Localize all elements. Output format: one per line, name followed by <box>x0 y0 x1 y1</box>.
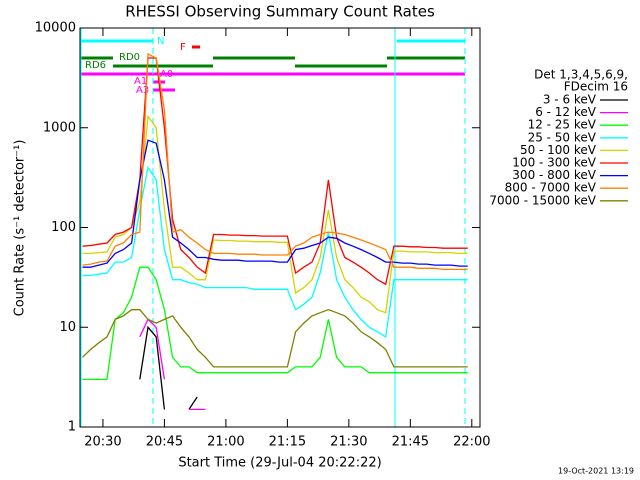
series-line <box>82 114 468 314</box>
y-tick-label: 1000 <box>43 120 76 135</box>
x-tick-label: 21:45 <box>392 435 429 450</box>
legend-label: 3 - 6 keV <box>543 93 597 107</box>
legend-label: 100 - 300 keV <box>512 156 596 170</box>
chart-title: RHESSI Observing Summary Count Rates <box>125 3 435 21</box>
legend-label: 25 - 50 keV <box>528 130 597 144</box>
legend-label: 7000 - 15000 keV <box>489 193 596 207</box>
legend-label: 800 - 7000 keV <box>505 181 597 195</box>
series-line <box>82 309 468 368</box>
y-axis-label: Count Rate (s⁻¹ detector⁻¹) <box>13 140 28 317</box>
series-line <box>82 139 468 268</box>
legend-label: 300 - 800 keV <box>512 168 596 182</box>
annotation: N <box>157 36 164 47</box>
legend-header: FDecim 16 <box>564 80 628 94</box>
x-tick-label: 22:00 <box>453 435 490 450</box>
y-tick-label: 10000 <box>35 21 76 36</box>
annotation: A3 <box>136 85 149 96</box>
timestamp: 19-Oct-2021 13:19 <box>558 467 634 476</box>
annotation: RD6 <box>85 60 106 71</box>
series-line <box>82 266 468 381</box>
annotation: F <box>180 42 186 53</box>
x-tick-label: 20:45 <box>146 435 183 450</box>
legend-label: 50 - 100 keV <box>520 143 597 157</box>
legend-header: Det 1,3,4,5,6,9, <box>534 68 628 82</box>
series-line <box>82 165 468 338</box>
y-tick-label: 100 <box>51 220 76 235</box>
y-tick-label: 10 <box>59 320 76 335</box>
y-tick-label: 1 <box>68 420 76 435</box>
annotation: A0 <box>160 69 173 80</box>
x-tick-label: 21:15 <box>269 435 306 450</box>
series-line <box>82 52 468 271</box>
x-axis-label: Start Time (29-Jul-04 20:22:22) <box>178 456 381 471</box>
annotation: RD0 <box>119 52 140 63</box>
annotation: A1 <box>134 76 147 87</box>
x-tick-label: 21:30 <box>330 435 367 450</box>
legend-label: 12 - 25 keV <box>528 118 597 132</box>
x-tick-label: 20:30 <box>84 435 121 450</box>
legend-label: 6 - 12 keV <box>535 105 597 119</box>
x-tick-label: 21:00 <box>207 435 244 450</box>
